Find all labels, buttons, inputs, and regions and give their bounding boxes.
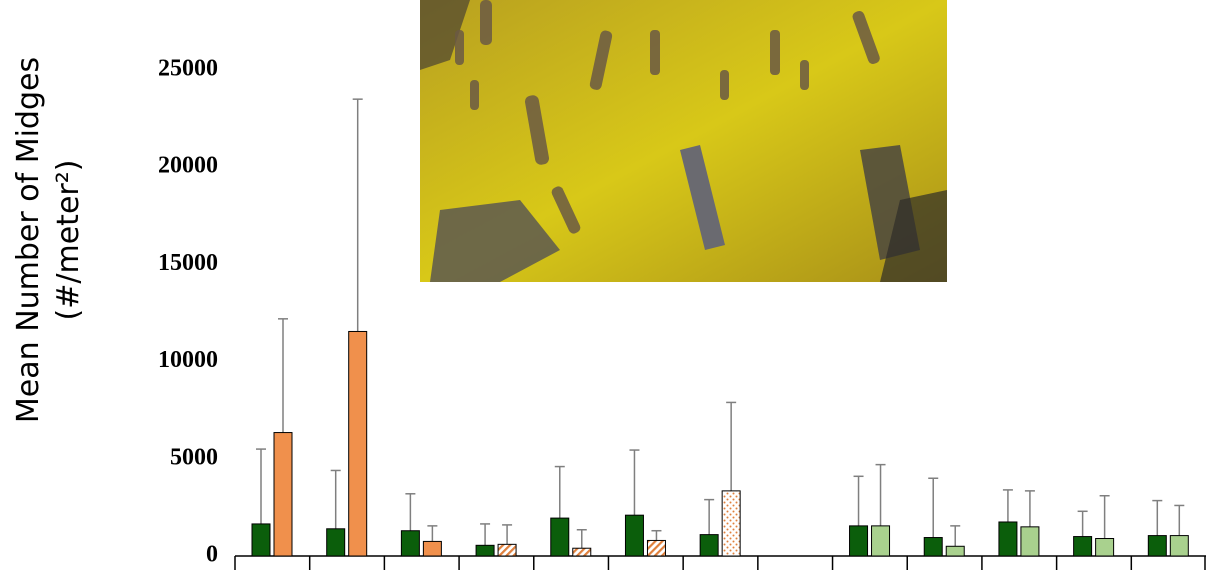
bar — [349, 331, 367, 556]
bar — [850, 526, 868, 556]
y-tick-label: 20000 — [158, 153, 218, 179]
page: {"chart_data": { "type": "bar", "ylabel"… — [0, 0, 1206, 570]
bar — [476, 545, 494, 556]
bar — [872, 526, 890, 556]
y-tick-label: 15000 — [158, 250, 218, 276]
bar — [999, 522, 1017, 556]
y-axis-label-line: (#/meter²) — [51, 160, 86, 321]
bar — [1148, 536, 1166, 556]
bar — [924, 538, 942, 556]
y-tick-label: 10000 — [158, 347, 218, 373]
bar — [573, 548, 591, 556]
bar — [274, 433, 292, 556]
y-tick-label: 5000 — [170, 444, 218, 470]
bar — [700, 535, 718, 556]
bar — [1074, 537, 1092, 556]
bar — [551, 518, 569, 556]
bar — [252, 524, 270, 556]
y-axis-label: Mean Number of Midges(#/meter²) — [11, 57, 86, 423]
y-tick-label: 0 — [206, 542, 218, 568]
bar — [423, 541, 441, 556]
bar — [722, 491, 740, 556]
y-axis-label-line: Mean Number of Midges — [11, 57, 46, 423]
bar — [625, 515, 643, 556]
bar — [401, 531, 419, 556]
y-tick-label: 25000 — [158, 56, 218, 82]
bar — [1021, 527, 1039, 556]
chart: Mean Number of Midges(#/meter²) 0 5000 100… — [0, 0, 1206, 570]
bar — [1096, 539, 1114, 556]
bar — [327, 529, 345, 556]
photo — [420, 0, 947, 282]
bar — [647, 540, 665, 556]
bar — [946, 546, 964, 556]
bar — [1170, 536, 1188, 556]
bar — [498, 544, 516, 556]
